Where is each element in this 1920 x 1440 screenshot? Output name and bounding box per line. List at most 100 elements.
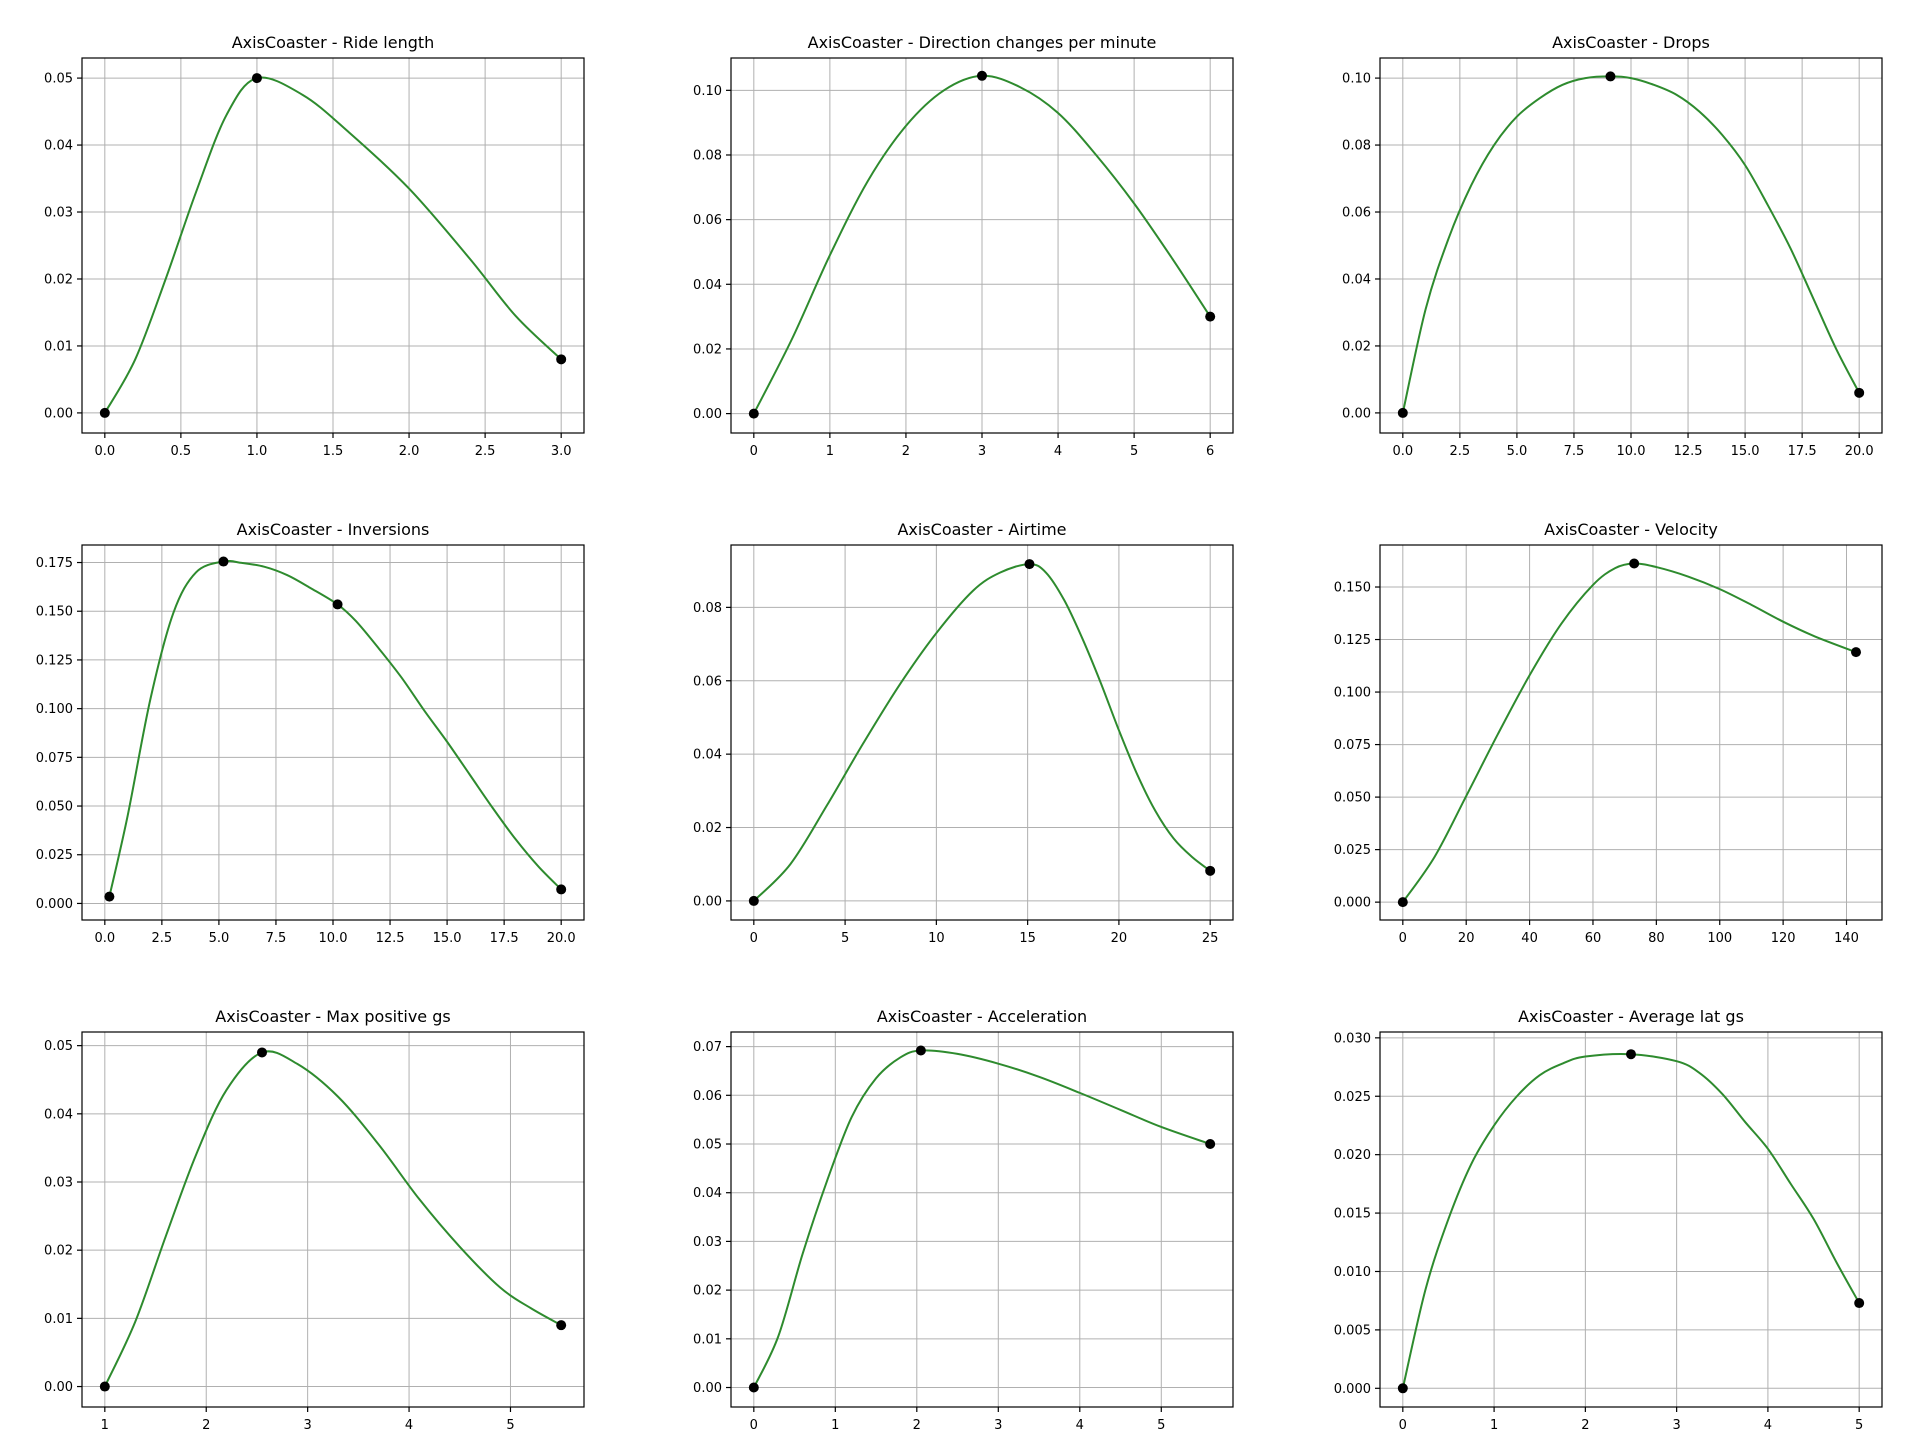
data-point — [104, 891, 115, 902]
y-tick-label: 0.03 — [44, 206, 73, 221]
x-tick-label: 15.0 — [1731, 444, 1760, 459]
chart-title: AxisCoaster - Airtime — [897, 520, 1066, 539]
x-tick-label: 0.0 — [94, 931, 115, 946]
data-point — [1397, 1383, 1408, 1394]
x-tick-label: 20.0 — [547, 931, 576, 946]
plot-frame — [730, 1031, 1234, 1408]
data-point — [257, 1047, 268, 1058]
y-tick-label: 0.03 — [693, 1235, 722, 1250]
x-tick-label: 10.0 — [319, 931, 348, 946]
x-tick-label: 3 — [978, 444, 986, 459]
x-tick-label: 1.0 — [247, 444, 268, 459]
x-tick-label: 0 — [1399, 931, 1407, 946]
chart-title: AxisCoaster - Velocity — [1544, 520, 1718, 539]
x-tick-label: 2 — [913, 1418, 921, 1433]
chart-title: AxisCoaster - Acceleration — [877, 1007, 1087, 1026]
x-tick-label: 5.0 — [1507, 444, 1528, 459]
x-tick-label: 1.5 — [323, 444, 344, 459]
data-point — [99, 1381, 110, 1392]
y-tick-label: 0.04 — [44, 139, 73, 154]
y-tick-label: 0.020 — [1334, 1148, 1371, 1163]
x-tick-label: 2.5 — [1450, 444, 1471, 459]
y-tick-label: 0.01 — [44, 339, 73, 354]
y-tick-label: 0.075 — [36, 751, 73, 766]
x-tick-label: 140 — [1834, 931, 1859, 946]
y-tick-label: 0.02 — [1342, 339, 1371, 354]
series-line — [1402, 562, 1857, 903]
x-tick-label: 2 — [202, 1418, 210, 1433]
chart-title: AxisCoaster - Average lat gs — [1518, 1007, 1744, 1026]
y-tick-label: 0.00 — [44, 1380, 73, 1395]
x-tick-label: 1 — [101, 1418, 109, 1433]
x-tick-label: 0 — [1399, 1418, 1407, 1433]
x-tick-label: 5.0 — [209, 931, 230, 946]
y-tick-label: 0.025 — [1334, 843, 1371, 858]
plot-frame — [730, 544, 1234, 921]
chart-title: AxisCoaster - Drops — [1552, 33, 1710, 52]
data-point — [251, 73, 262, 84]
y-tick-label: 0.100 — [36, 702, 73, 717]
data-point — [99, 407, 110, 418]
x-tick-label: 3 — [994, 1418, 1002, 1433]
data-point — [556, 884, 567, 895]
y-tick-label: 0.06 — [693, 1089, 722, 1104]
x-tick-label: 20 — [1111, 931, 1128, 946]
x-tick-label: 7.5 — [266, 931, 287, 946]
x-tick-label: 4 — [1076, 1418, 1084, 1433]
y-tick-label: 0.005 — [1334, 1323, 1371, 1338]
x-tick-label: 60 — [1585, 931, 1602, 946]
x-tick-label: 40 — [1521, 931, 1538, 946]
x-tick-label: 15.0 — [433, 931, 462, 946]
x-tick-label: 0 — [750, 444, 758, 459]
y-tick-label: 0.04 — [44, 1107, 73, 1122]
x-tick-label: 5 — [1855, 1418, 1863, 1433]
x-tick-label: 80 — [1648, 931, 1665, 946]
data-point — [1851, 647, 1862, 658]
y-tick-label: 0.02 — [693, 821, 722, 836]
data-point — [1629, 558, 1640, 569]
data-point — [1397, 407, 1408, 418]
y-tick-label: 0.04 — [1342, 272, 1371, 287]
chart-panel: AxisCoaster - Average lat gs 0 1 2 3 4 5 0.000 0… — [1334, 1007, 1883, 1433]
data-point — [1205, 311, 1216, 322]
y-tick-label: 0.06 — [693, 213, 722, 228]
y-tick-label: 0.175 — [36, 556, 73, 571]
x-tick-label: 0 — [750, 931, 758, 946]
series-line — [103, 1050, 562, 1387]
data-point — [1626, 1049, 1636, 1060]
x-tick-label: 5 — [841, 931, 849, 946]
y-tick-label: 0.03 — [44, 1176, 73, 1191]
x-tick-label: 2.5 — [475, 444, 496, 459]
chart-panel: AxisCoaster - Inversions 0.0 2.5 5.0 7.5 10.0… — [36, 520, 585, 946]
x-tick-label: 4 — [405, 1418, 413, 1433]
data-point — [1205, 1139, 1216, 1150]
data-point — [1854, 387, 1865, 398]
x-tick-label: 3 — [304, 1418, 312, 1433]
x-tick-label: 1 — [826, 444, 834, 459]
y-tick-label: 0.125 — [1334, 633, 1371, 648]
data-point — [1397, 897, 1408, 908]
y-tick-label: 0.100 — [1334, 686, 1371, 701]
y-tick-label: 0.06 — [1342, 206, 1371, 221]
series-line — [1401, 75, 1861, 414]
x-tick-label: 0.0 — [94, 444, 115, 459]
x-tick-label: 15 — [1019, 931, 1036, 946]
x-tick-label: 2.0 — [399, 444, 420, 459]
y-tick-label: 0.050 — [36, 800, 73, 815]
data-point — [1605, 71, 1616, 82]
chart-title: AxisCoaster - Direction changes per minu… — [808, 33, 1157, 52]
y-tick-label: 0.02 — [44, 272, 73, 287]
data-point — [977, 70, 987, 81]
y-tick-label: 0.000 — [1334, 1382, 1371, 1397]
plot-frame — [81, 1031, 585, 1408]
x-tick-label: 0 — [750, 1418, 758, 1433]
y-tick-label: 0.000 — [1334, 896, 1371, 911]
y-tick-label: 0.150 — [1334, 581, 1371, 596]
y-tick-label: 0.08 — [693, 148, 722, 163]
x-tick-label: 2 — [902, 444, 910, 459]
y-tick-label: 0.10 — [693, 84, 722, 99]
y-tick-label: 0.10 — [1342, 72, 1371, 87]
x-tick-label: 3.0 — [551, 444, 572, 459]
y-tick-label: 0.04 — [693, 748, 722, 763]
